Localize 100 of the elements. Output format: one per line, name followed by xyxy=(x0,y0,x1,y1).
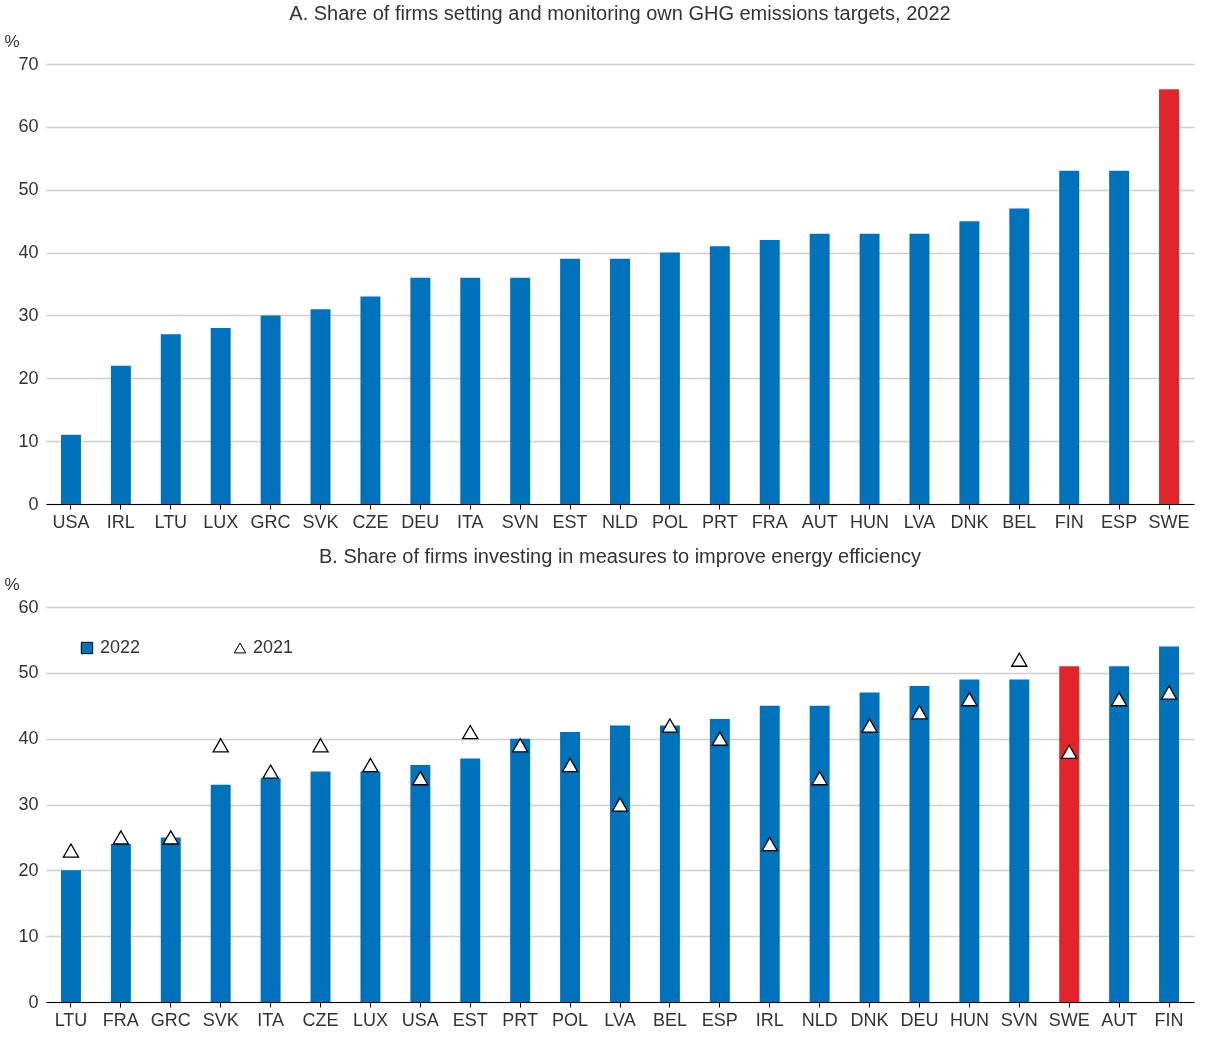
bar xyxy=(1009,679,1030,1002)
bar xyxy=(709,246,730,504)
x-tick-label: SVN xyxy=(501,511,539,532)
y-tick-label: 50 xyxy=(18,662,39,683)
bar xyxy=(809,233,830,504)
bar xyxy=(1059,666,1080,1002)
x-tick-label: BEL xyxy=(652,1009,687,1030)
x-tick-label: AUT xyxy=(1101,1009,1138,1030)
bar xyxy=(859,233,880,504)
point xyxy=(961,691,978,707)
y-tick-label: 20 xyxy=(18,367,39,388)
x-tick-label: SVN xyxy=(1000,1009,1038,1030)
x-tick-label: USA xyxy=(401,1009,439,1030)
point xyxy=(1160,685,1178,700)
x-tick-label: SVK xyxy=(302,511,339,532)
bar xyxy=(659,252,680,504)
y-tick-label: 20 xyxy=(18,859,39,880)
point xyxy=(761,836,778,852)
bar xyxy=(759,705,780,1002)
y-tick-label: 40 xyxy=(18,728,39,749)
x-tick-label: GRC xyxy=(150,1009,191,1030)
x-tick-label: ESP xyxy=(1101,511,1138,532)
x-tick-label: POL xyxy=(651,511,688,532)
bar xyxy=(360,771,381,1002)
bar xyxy=(909,233,930,504)
point xyxy=(511,738,529,753)
x-tick-label: GRC xyxy=(250,511,291,532)
bar xyxy=(110,844,131,1002)
y-tick-label: 60 xyxy=(18,116,39,137)
x-tick-label: LVA xyxy=(903,511,936,532)
bar xyxy=(160,837,181,1002)
point xyxy=(1110,691,1128,707)
x-tick-label: DNK xyxy=(850,1009,889,1030)
legend-label: 2021 xyxy=(253,637,294,657)
y-tick-label: 10 xyxy=(18,925,39,946)
bar xyxy=(1159,646,1180,1002)
chart-title: B. Share of firms investing in measures to improve energy efficiency xyxy=(318,545,922,567)
bar xyxy=(909,686,930,1002)
x-tick-label: EST xyxy=(452,1009,488,1030)
point xyxy=(212,738,229,753)
point xyxy=(711,731,729,746)
y-axis-title: % xyxy=(4,31,20,51)
bar xyxy=(510,277,531,504)
x-tick-label: DNK xyxy=(950,511,989,532)
x-tick-label: FRA xyxy=(102,1009,139,1030)
point xyxy=(1011,652,1028,667)
legend-label: 2022 xyxy=(100,637,141,657)
y-tick-label: 50 xyxy=(18,179,39,200)
chart-title: A. Share of firms setting and monitoring own GHG emissions targets, 2022 xyxy=(289,2,951,24)
bar xyxy=(360,296,381,504)
x-tick-label: NLD xyxy=(601,511,639,532)
x-tick-label: SWE xyxy=(1148,511,1190,532)
bar xyxy=(310,309,331,504)
bar xyxy=(510,738,531,1002)
y-tick-label: 10 xyxy=(18,430,39,451)
x-tick-label: FIN xyxy=(1054,511,1084,532)
bar xyxy=(260,315,281,504)
x-tick-label: NLD xyxy=(801,1009,838,1030)
x-tick-label: ITA xyxy=(456,511,484,532)
x-tick-label: IRL xyxy=(755,1009,784,1030)
x-tick-label: LVA xyxy=(604,1009,636,1030)
x-tick-label: BEL xyxy=(1002,511,1037,532)
bar xyxy=(60,434,81,504)
bar xyxy=(410,277,431,504)
x-tick-label: LTU xyxy=(154,511,188,532)
x-tick-label: PRT xyxy=(502,1009,539,1030)
point xyxy=(1060,744,1078,760)
point xyxy=(162,830,180,845)
point xyxy=(112,830,130,845)
y-tick-label: 70 xyxy=(18,53,39,74)
x-tick-label: ITA xyxy=(257,1009,284,1030)
bar xyxy=(210,784,231,1002)
x-tick-label: USA xyxy=(52,511,90,532)
bar xyxy=(560,258,581,504)
y-tick-label: 30 xyxy=(18,304,39,325)
y-tick-label: 40 xyxy=(18,242,39,263)
point xyxy=(561,757,579,773)
x-tick-label: SVK xyxy=(202,1009,239,1030)
point xyxy=(312,738,329,753)
point xyxy=(362,757,379,773)
bar xyxy=(1159,89,1180,504)
point xyxy=(861,718,878,733)
y-tick-label: 0 xyxy=(28,991,39,1012)
x-tick-label: LTU xyxy=(54,1009,88,1030)
x-tick-label: DEU xyxy=(401,511,440,532)
bar xyxy=(110,365,131,504)
bar xyxy=(260,778,281,1002)
point xyxy=(412,770,429,786)
x-tick-label: DEU xyxy=(900,1009,939,1030)
x-tick-label: HUN xyxy=(850,511,890,532)
x-tick-label: CZE xyxy=(302,1009,339,1030)
point xyxy=(611,797,629,812)
bar xyxy=(659,725,680,1002)
x-tick-label: AUT xyxy=(801,511,838,532)
x-tick-label: PRT xyxy=(701,511,738,532)
x-tick-label: FIN xyxy=(1154,1009,1184,1030)
x-tick-label: HUN xyxy=(949,1009,989,1030)
bar xyxy=(460,277,481,504)
x-tick-label: SWE xyxy=(1048,1009,1090,1030)
x-tick-label: POL xyxy=(552,1009,589,1030)
